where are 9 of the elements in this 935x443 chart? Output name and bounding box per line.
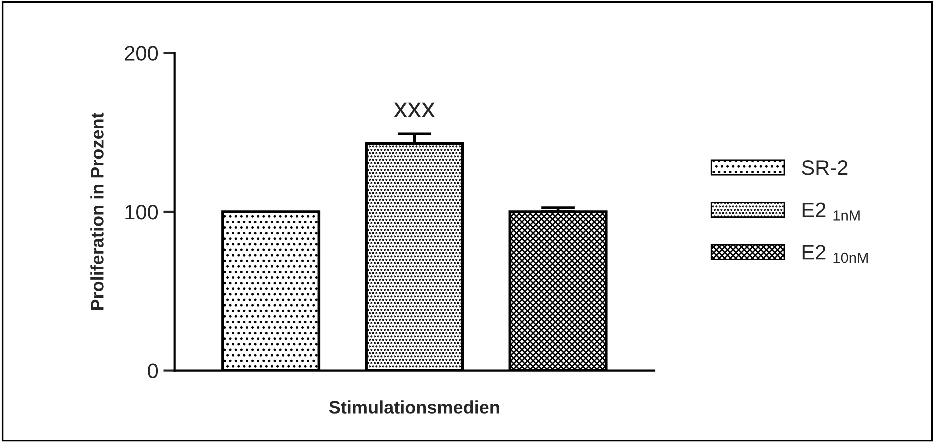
legend-label: E2 $_{10nM}$ — [802, 245, 868, 264]
y-tick-label: 200 — [125, 46, 158, 61]
legend-label: E2 $_{1nM}$ — [802, 202, 860, 221]
y-tick-label: 0 — [148, 364, 158, 379]
y-axis-title: Proliferation in Prozent — [90, 112, 104, 310]
annotation: xxx — [394, 102, 436, 118]
legend-label: SR-2 — [802, 160, 848, 176]
x-axis-title: Stimulationsmedien — [329, 400, 500, 414]
y-tick-label: 100 — [126, 204, 158, 220]
